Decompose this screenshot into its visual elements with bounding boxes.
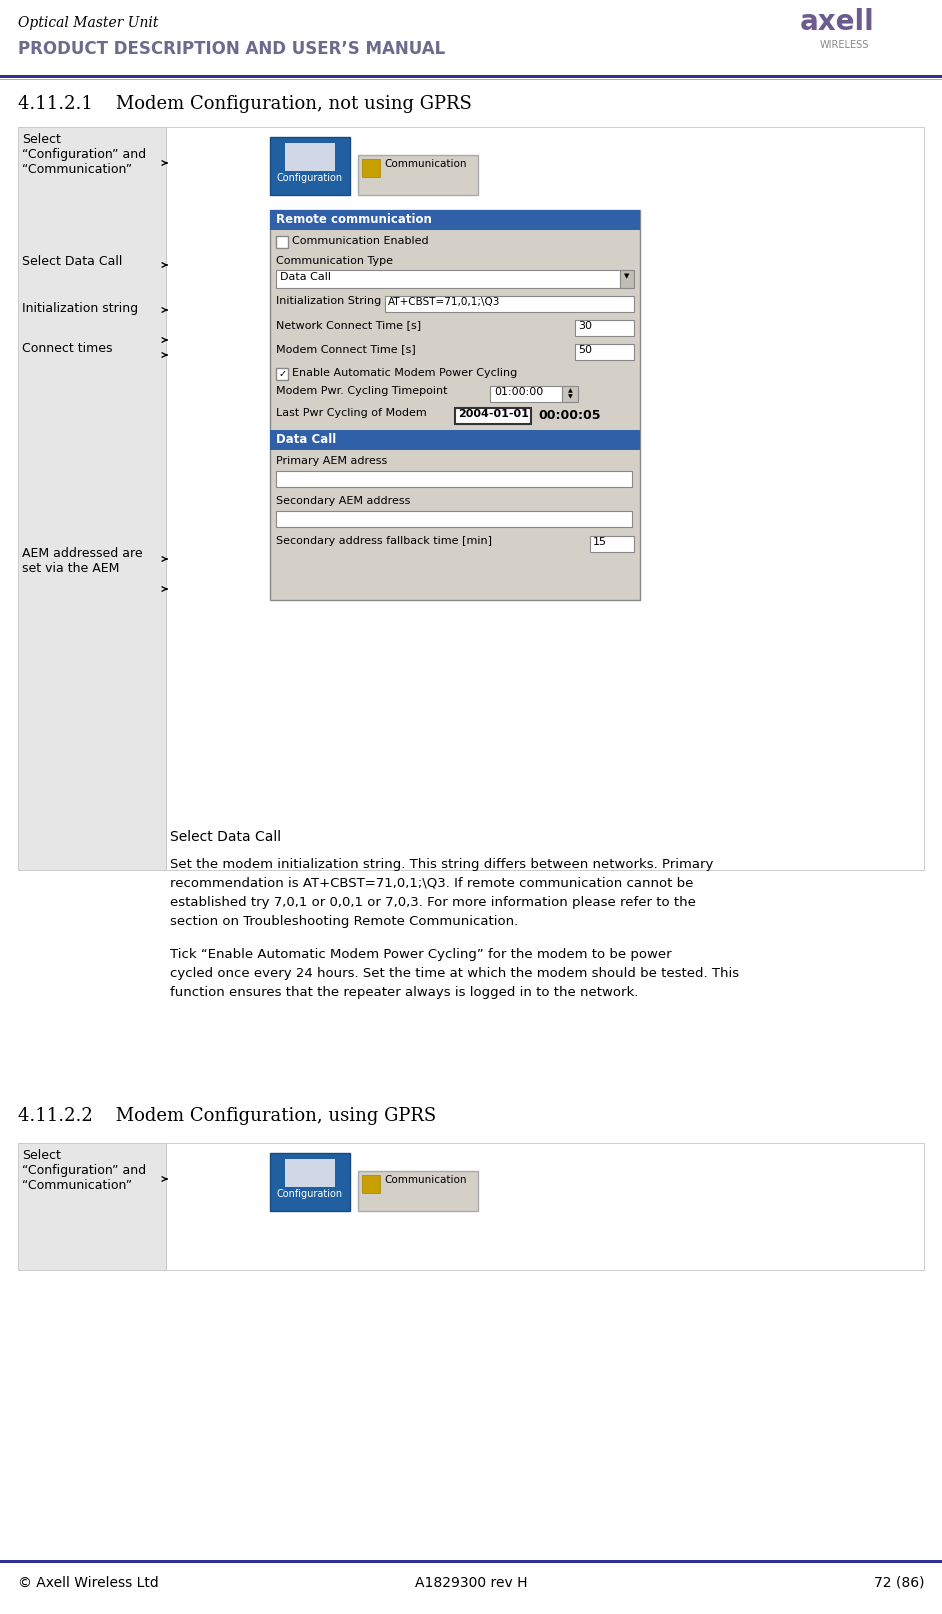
Text: ▲
▼: ▲ ▼: [568, 387, 573, 399]
Bar: [276, 368, 288, 379]
Bar: [276, 236, 288, 249]
Text: Initialization String: Initialization String: [276, 295, 382, 307]
Text: 01:00:00: 01:00:00: [494, 387, 544, 397]
Text: Select Data Call: Select Data Call: [22, 255, 122, 268]
Text: Connect times: Connect times: [22, 342, 112, 355]
Bar: [270, 429, 640, 450]
Bar: [270, 210, 640, 231]
Text: Tick “Enable Automatic Modem Power Cycling” for the modem to be power
cycled onc: Tick “Enable Automatic Modem Power Cycli…: [170, 947, 739, 999]
Bar: [18, 128, 166, 870]
Bar: [575, 344, 634, 360]
Bar: [490, 386, 562, 402]
Bar: [358, 1172, 478, 1210]
Text: Secondary address fallback time [min]: Secondary address fallback time [min]: [276, 536, 492, 546]
Bar: [166, 128, 924, 870]
Bar: [18, 1143, 166, 1270]
Text: Last Pwr Cycling of Modem: Last Pwr Cycling of Modem: [276, 408, 427, 418]
Bar: [0, 1561, 942, 1562]
Bar: [285, 144, 335, 171]
Text: Communication: Communication: [384, 1175, 466, 1185]
Text: Optical Master Unit: Optical Master Unit: [18, 16, 158, 31]
Text: AT+CBST=71,0,1;\Q3: AT+CBST=71,0,1;\Q3: [388, 297, 500, 307]
Text: 4.11.2.2    Modem Configuration, using GPRS: 4.11.2.2 Modem Configuration, using GPRS: [18, 1107, 436, 1125]
Text: 2004-01-01: 2004-01-01: [458, 408, 528, 420]
Text: 4.11.2.1    Modem Configuration, not using GPRS: 4.11.2.1 Modem Configuration, not using …: [18, 95, 472, 113]
Text: Data Call: Data Call: [276, 433, 336, 445]
Text: A1829300 rev H: A1829300 rev H: [414, 1575, 528, 1590]
Bar: [285, 1159, 335, 1186]
Text: 30: 30: [578, 321, 592, 331]
Bar: [276, 512, 632, 528]
Bar: [276, 270, 632, 287]
Text: Initialization string: Initialization string: [22, 302, 138, 315]
Text: ✓: ✓: [279, 370, 287, 379]
Bar: [620, 270, 634, 287]
Text: 00:00:05: 00:00:05: [538, 408, 600, 421]
Text: © Axell Wireless Ltd: © Axell Wireless Ltd: [18, 1575, 159, 1590]
Text: Communication: Communication: [384, 160, 466, 169]
Bar: [270, 137, 350, 195]
Bar: [0, 74, 942, 77]
Text: Configuration: Configuration: [277, 173, 343, 182]
Bar: [362, 160, 380, 178]
Text: Select
“Configuration” and
“Communication”: Select “Configuration” and “Communicatio…: [22, 132, 146, 176]
Text: Configuration: Configuration: [277, 1190, 343, 1199]
Text: Enable Automatic Modem Power Cycling: Enable Automatic Modem Power Cycling: [292, 368, 517, 378]
Text: Remote communication: Remote communication: [276, 213, 431, 226]
Text: Communication Enabled: Communication Enabled: [292, 236, 429, 245]
Text: Set the modem initialization string. This string differs between networks. Prima: Set the modem initialization string. Thi…: [170, 859, 713, 928]
Text: Select Data Call: Select Data Call: [170, 830, 281, 844]
Text: Data Call: Data Call: [280, 273, 331, 282]
Bar: [166, 1143, 924, 1270]
Text: Network Connect Time [s]: Network Connect Time [s]: [276, 320, 421, 329]
Bar: [562, 386, 578, 402]
Bar: [270, 1152, 350, 1210]
Text: PRODUCT DESCRIPTION AND USER’S MANUAL: PRODUCT DESCRIPTION AND USER’S MANUAL: [18, 40, 446, 58]
Text: Communication Type: Communication Type: [276, 257, 393, 266]
Text: AEM addressed are
set via the AEM: AEM addressed are set via the AEM: [22, 547, 142, 575]
Text: Secondary AEM address: Secondary AEM address: [276, 495, 411, 507]
Bar: [276, 471, 632, 487]
Bar: [362, 1175, 380, 1193]
Bar: [575, 320, 634, 336]
Text: Select
“Configuration” and
“Communication”: Select “Configuration” and “Communicatio…: [22, 1149, 146, 1193]
Bar: [385, 295, 634, 312]
Text: Modem Connect Time [s]: Modem Connect Time [s]: [276, 344, 415, 353]
Text: 50: 50: [578, 345, 592, 355]
Text: 72 (86): 72 (86): [873, 1575, 924, 1590]
Text: Modem Pwr. Cycling Timepoint: Modem Pwr. Cycling Timepoint: [276, 386, 447, 395]
Text: 15: 15: [593, 537, 607, 547]
Text: WIRELESS: WIRELESS: [820, 40, 869, 50]
Bar: [590, 536, 634, 552]
Text: ▼: ▼: [625, 273, 629, 279]
Bar: [270, 210, 640, 600]
Text: Primary AEM adress: Primary AEM adress: [276, 457, 387, 466]
Text: axell: axell: [800, 8, 875, 36]
Bar: [455, 408, 531, 424]
Bar: [358, 155, 478, 195]
